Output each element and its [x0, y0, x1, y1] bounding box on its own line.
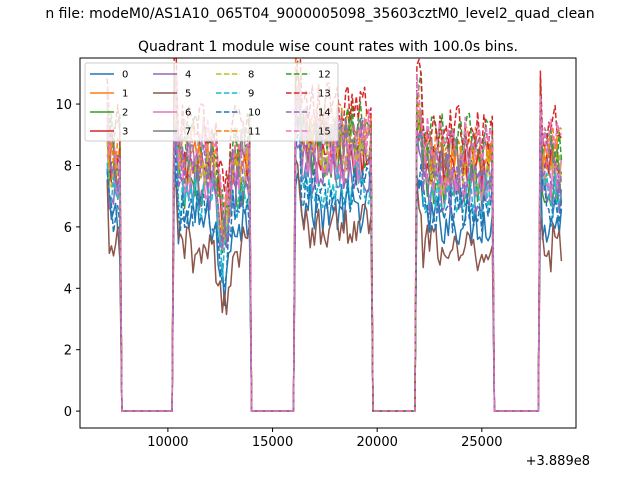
- legend-label-5: 5: [185, 89, 191, 100]
- legend-label-15: 15: [318, 127, 331, 138]
- x-axis: 10000 15000 20000 25000: [147, 428, 503, 450]
- x-tick-label: 10000: [147, 435, 188, 450]
- legend-label-7: 7: [185, 127, 191, 138]
- legend-label-12: 12: [318, 70, 331, 81]
- y-tick-label: 2: [64, 344, 72, 359]
- x-tick-label: 15000: [252, 435, 293, 450]
- x-offset-text: +3.889e8: [526, 454, 590, 469]
- legend-label-10: 10: [248, 108, 261, 119]
- x-tick-label: 20000: [357, 435, 398, 450]
- legend-label-13: 13: [318, 89, 331, 100]
- chart-title: Quadrant 1 module wise count rates with …: [138, 39, 518, 55]
- legend-label-3: 3: [122, 127, 128, 138]
- plot-frame: [79, 57, 577, 429]
- legend-label-8: 8: [248, 70, 254, 81]
- legend-label-1: 1: [122, 89, 128, 100]
- legend-frame: [84, 62, 339, 142]
- y-axis: 0 2 4 6 8 10: [55, 98, 80, 420]
- legend-label-9: 9: [248, 89, 254, 100]
- y-tick-label: 10: [55, 98, 72, 113]
- legend-label-2: 2: [122, 108, 128, 119]
- legend-label-6: 6: [185, 108, 191, 119]
- y-tick-label: 8: [64, 159, 72, 174]
- series-line-10: [106, 133, 563, 412]
- x-tick-label: 25000: [461, 435, 502, 450]
- legend-label-11: 11: [248, 127, 261, 138]
- y-tick-label: 6: [64, 221, 72, 236]
- y-tick-label: 4: [64, 282, 72, 297]
- y-tick-label: 0: [64, 405, 72, 420]
- series-line-9: [106, 116, 562, 412]
- legend-label-0: 0: [122, 70, 128, 81]
- legend-label-4: 4: [185, 70, 191, 81]
- figure-suptitle: n file: modeM0/AS1A10_065T04_9000005098_…: [45, 6, 594, 22]
- legend-label-14: 14: [318, 108, 331, 119]
